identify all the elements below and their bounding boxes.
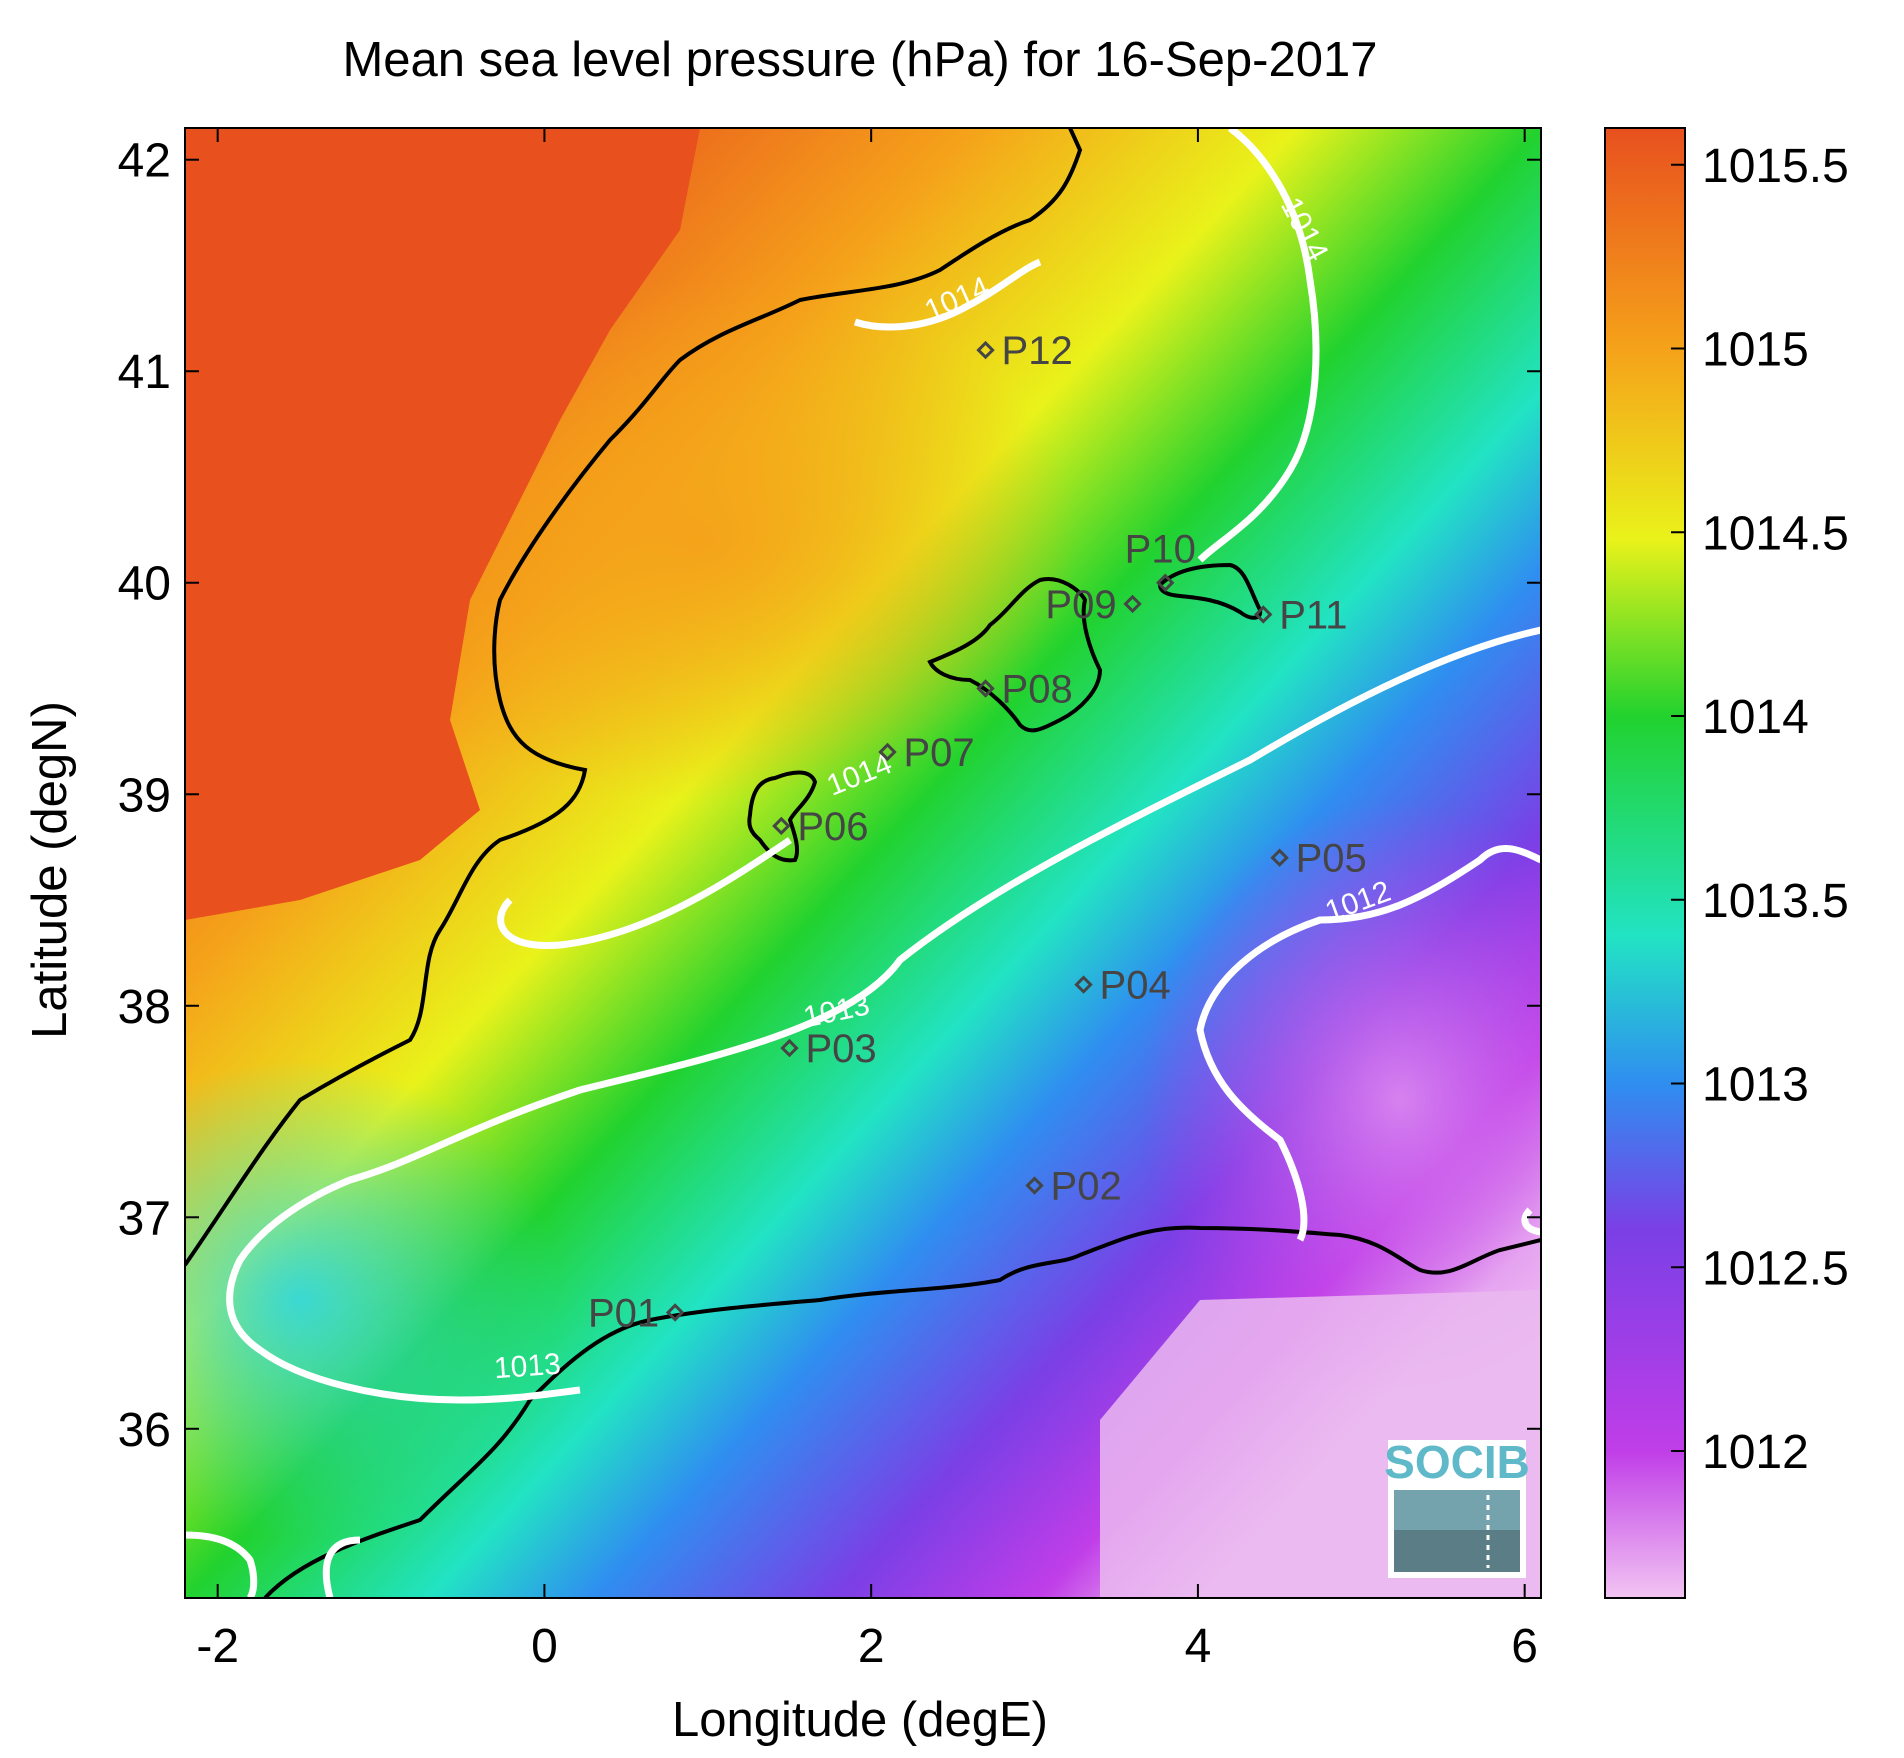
station-marker-p10 [1156, 573, 1175, 592]
station-label-p08: P08 [1002, 668, 1073, 712]
colorbar [1604, 127, 1686, 1599]
sea-cyan-band [185, 1060, 560, 1540]
isobar-1012-edge [1521, 1207, 1541, 1236]
colorbar-tick-label: 1012 [1702, 1426, 1809, 1479]
station-marker-p01 [665, 1303, 685, 1322]
ibiza-coastline [747, 770, 818, 863]
station-marker-p08 [976, 679, 995, 698]
station-marker-p09 [1123, 594, 1142, 614]
y-tick-label: 41 [118, 346, 171, 399]
y-axis-label: Latitude (degN) [23, 701, 77, 1039]
x-axis-ticks: -2 0 2 4 6 [196, 128, 1538, 1673]
colorbar-tick-label: 1013.5 [1702, 875, 1849, 928]
station-marker-p02 [1025, 1176, 1044, 1195]
y-axis-ticks: 36 37 38 39 40 41 42 [118, 135, 1541, 1457]
isobar-1014-south [497, 837, 792, 950]
colorbar-tick-label: 1015 [1702, 324, 1809, 377]
station-label-p03: P03 [805, 1027, 876, 1071]
x-tick-label: 6 [1511, 1620, 1538, 1673]
y-tick-label: 38 [118, 981, 171, 1034]
station-label-p05: P05 [1296, 837, 1367, 881]
contour-label: 1013 [493, 1348, 562, 1386]
isobar-1014-africa [322, 1536, 361, 1598]
y-tick-label: 36 [118, 1404, 171, 1457]
colorbar-ticks: 1012 1012.5 1013 1013.5 1014 1014.5 1015 1015.5 [1671, 140, 1849, 1479]
low-pressure-core [1140, 800, 1541, 1400]
y-tick-label: 40 [118, 558, 171, 611]
land-high-pressure-area [185, 128, 700, 920]
colorbar-tick-label: 1015.5 [1702, 140, 1849, 193]
x-tick-label: 4 [1185, 1620, 1212, 1673]
station-label-p11: P11 [1279, 593, 1347, 637]
chart-title: Mean sea level pressure (hPa) for 16-Sep… [342, 33, 1377, 87]
y-tick-label: 39 [118, 769, 171, 822]
x-tick-label: 2 [858, 1620, 885, 1673]
x-axis-label: Longitude (degE) [672, 1693, 1048, 1747]
isobar-1014-east [1197, 128, 1320, 563]
station-label-p06: P06 [797, 805, 868, 849]
station-marker-p04 [1074, 975, 1093, 994]
isobar-1014-north [853, 258, 1042, 331]
colorbar-tick-label: 1012.5 [1702, 1242, 1849, 1295]
plot-frame [184, 127, 1542, 1599]
socib-logo: SOCIB [1384, 1436, 1530, 1578]
y-tick-label: 42 [118, 135, 171, 188]
station-label-p10: P10 [1125, 528, 1196, 572]
isobar-1012 [1196, 844, 1541, 1242]
x-tick-label: -2 [196, 1620, 239, 1673]
menorca-coastline [1157, 562, 1263, 620]
iberia-coastline [185, 128, 1083, 1267]
station-label-p01: P01 [588, 1291, 659, 1335]
station-label-p12: P12 [1002, 329, 1073, 373]
station-marker-p06 [772, 816, 791, 836]
station-label-p07: P07 [904, 731, 975, 775]
africa-coastline [263, 1225, 1541, 1598]
colorbar-tick-label: 1014.5 [1702, 507, 1849, 560]
station-marker-p05 [1270, 848, 1289, 867]
station-marker-p07 [878, 742, 897, 762]
station-marker-p03 [780, 1038, 799, 1058]
station-marker-p12 [976, 340, 995, 360]
station-label-p09: P09 [1045, 583, 1116, 627]
station-marker-p11 [1254, 605, 1273, 624]
logo-text: SOCIB [1384, 1436, 1530, 1488]
station-label-p02: P02 [1051, 1165, 1122, 1209]
isobar-1014-southwest [185, 1531, 258, 1598]
x-tick-label: 0 [531, 1620, 558, 1673]
y-tick-label: 37 [118, 1192, 171, 1245]
isobar-1013 [226, 626, 1541, 1404]
colorbar-tick-label: 1014 [1702, 691, 1809, 744]
station-label-p04: P04 [1100, 964, 1171, 1008]
colorbar-tick-label: 1013 [1702, 1059, 1809, 1112]
mallorca-coastline [927, 577, 1103, 733]
